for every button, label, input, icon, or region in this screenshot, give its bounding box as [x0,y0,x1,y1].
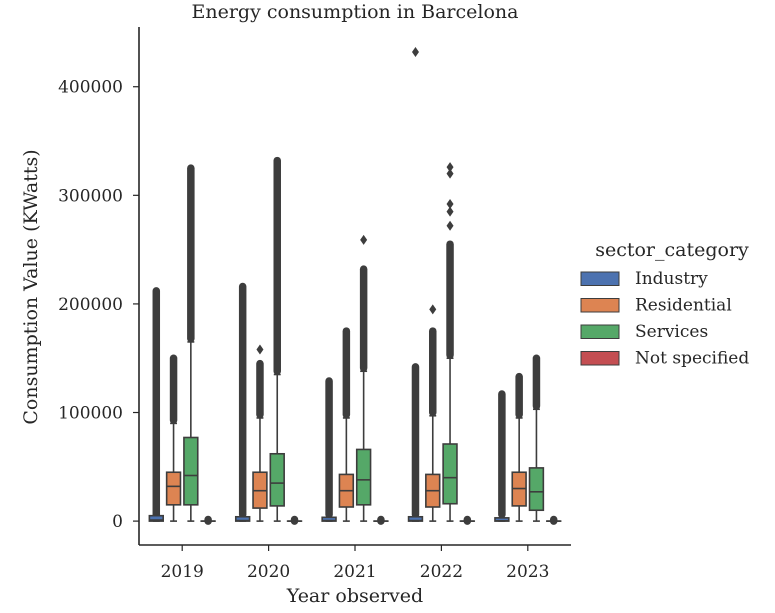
outlier-point [411,46,419,57]
y-tick-label: 0 [112,512,123,532]
legend-swatch [580,271,620,286]
legend-entries: Industry Residential Services Not specified [580,269,749,369]
box-group [528,354,545,522]
plot-area [148,46,562,525]
outlier-point [446,168,454,179]
box-group [425,304,441,522]
box-group [407,46,424,522]
box-group [459,515,476,525]
legend: sector_category Industry Residential Servi… [580,239,749,369]
x-tick-label: 2020 [247,562,290,582]
outlier-point [360,234,368,245]
box-group [546,515,562,525]
box-group [286,515,303,525]
box-iqr [442,443,458,505]
box-group [269,156,285,522]
legend-label: Services [635,322,708,342]
box-group [321,377,337,522]
box-group [165,354,182,522]
outlier-point [446,199,454,210]
y-axis-ticks: 0 100000 200000 300000 400000 [58,78,139,532]
box-group [148,287,164,522]
box-group [252,344,268,522]
legend-label: Industry [635,269,708,289]
y-tick-label: 200000 [58,295,123,315]
legend-swatch [580,298,620,313]
x-tick-label: 2021 [333,562,376,582]
y-axis-label: Consumption Value (KWatts) [20,149,42,424]
box-group [338,327,355,522]
outlier-point [446,162,454,173]
box-group [355,234,372,522]
legend-label: Residential [635,296,732,316]
box-group [373,515,389,525]
y-tick-label: 400000 [58,78,123,98]
box-iqr [148,514,164,522]
x-axis-ticks: 2019 2020 2021 2022 2023 [161,545,549,582]
outlier-point [429,304,437,315]
x-tick-label: 2022 [420,562,463,582]
box-group [234,282,251,522]
box-group [183,164,199,522]
box-group [494,390,510,522]
y-tick-label: 100000 [58,404,123,424]
box-iqr [355,448,372,506]
box-group [511,372,527,522]
y-tick-label: 300000 [58,186,123,206]
outlier-point [256,344,264,355]
legend-swatch [580,324,620,339]
x-tick-label: 2023 [506,562,549,582]
box-iqr [165,471,182,506]
box-iqr [183,436,199,506]
chart-title: Energy consumption in Barcelona [192,1,519,23]
x-axis-label: Year observed [286,585,423,607]
x-tick-label: 2019 [161,562,204,582]
box-group [442,162,458,522]
legend-label: Not specified [635,349,749,369]
outlier-point [446,206,454,217]
legend-title: sector_category [595,239,749,261]
legend-swatch [580,351,620,366]
box-iqr [528,467,545,512]
box-iqr [269,452,285,507]
outlier-point [446,220,454,231]
box-group [200,515,216,525]
